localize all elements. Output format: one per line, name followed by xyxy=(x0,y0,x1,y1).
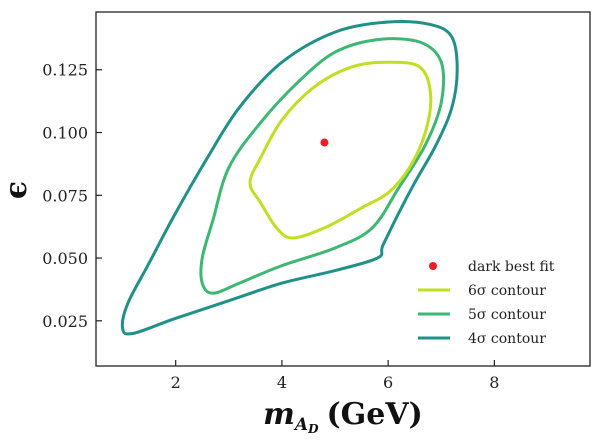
y-tick-label: 0.075 xyxy=(42,186,88,205)
best-fit-group xyxy=(320,138,329,147)
x-axis-title: mAD (GeV) xyxy=(263,397,423,436)
y-axis-title: ϵ xyxy=(0,181,34,199)
y-tick-label: 0.125 xyxy=(42,61,88,80)
x-axis-title-main: m xyxy=(263,397,295,432)
x-tick-label: 2 xyxy=(171,373,181,392)
legend-best-fit-label: dark best fit xyxy=(468,259,555,275)
legend-label: 4σ contour xyxy=(468,331,546,347)
x-axis-title-sub: A xyxy=(293,415,308,435)
contour-lines xyxy=(120,20,459,336)
axis-ticks: 2 4 6 8 0.025 0.050 0.075 0.100 0.125 xyxy=(42,61,499,392)
y-tick-label: 0.050 xyxy=(42,249,88,268)
best-fit-point xyxy=(320,138,329,147)
x-axis-title-unit: (GeV) xyxy=(326,397,422,432)
y-tick-label: 0.100 xyxy=(42,124,88,143)
contour-line-4sigma xyxy=(120,20,459,336)
legend-label: 5σ contour xyxy=(468,307,546,323)
contour-line-6sigma xyxy=(248,60,433,240)
contour-line-5sigma xyxy=(199,37,446,295)
legend-best-fit-marker xyxy=(429,262,437,270)
x-axis-title-subsub: D xyxy=(307,422,319,436)
x-tick-label: 8 xyxy=(489,373,499,392)
x-tick-label: 4 xyxy=(277,373,287,392)
x-tick-label: 6 xyxy=(383,373,393,392)
y-tick-label: 0.025 xyxy=(42,312,88,331)
legend: dark best fit 6σ contour 5σ contour 4σ cont… xyxy=(418,259,555,347)
legend-label: 6σ contour xyxy=(468,283,546,299)
